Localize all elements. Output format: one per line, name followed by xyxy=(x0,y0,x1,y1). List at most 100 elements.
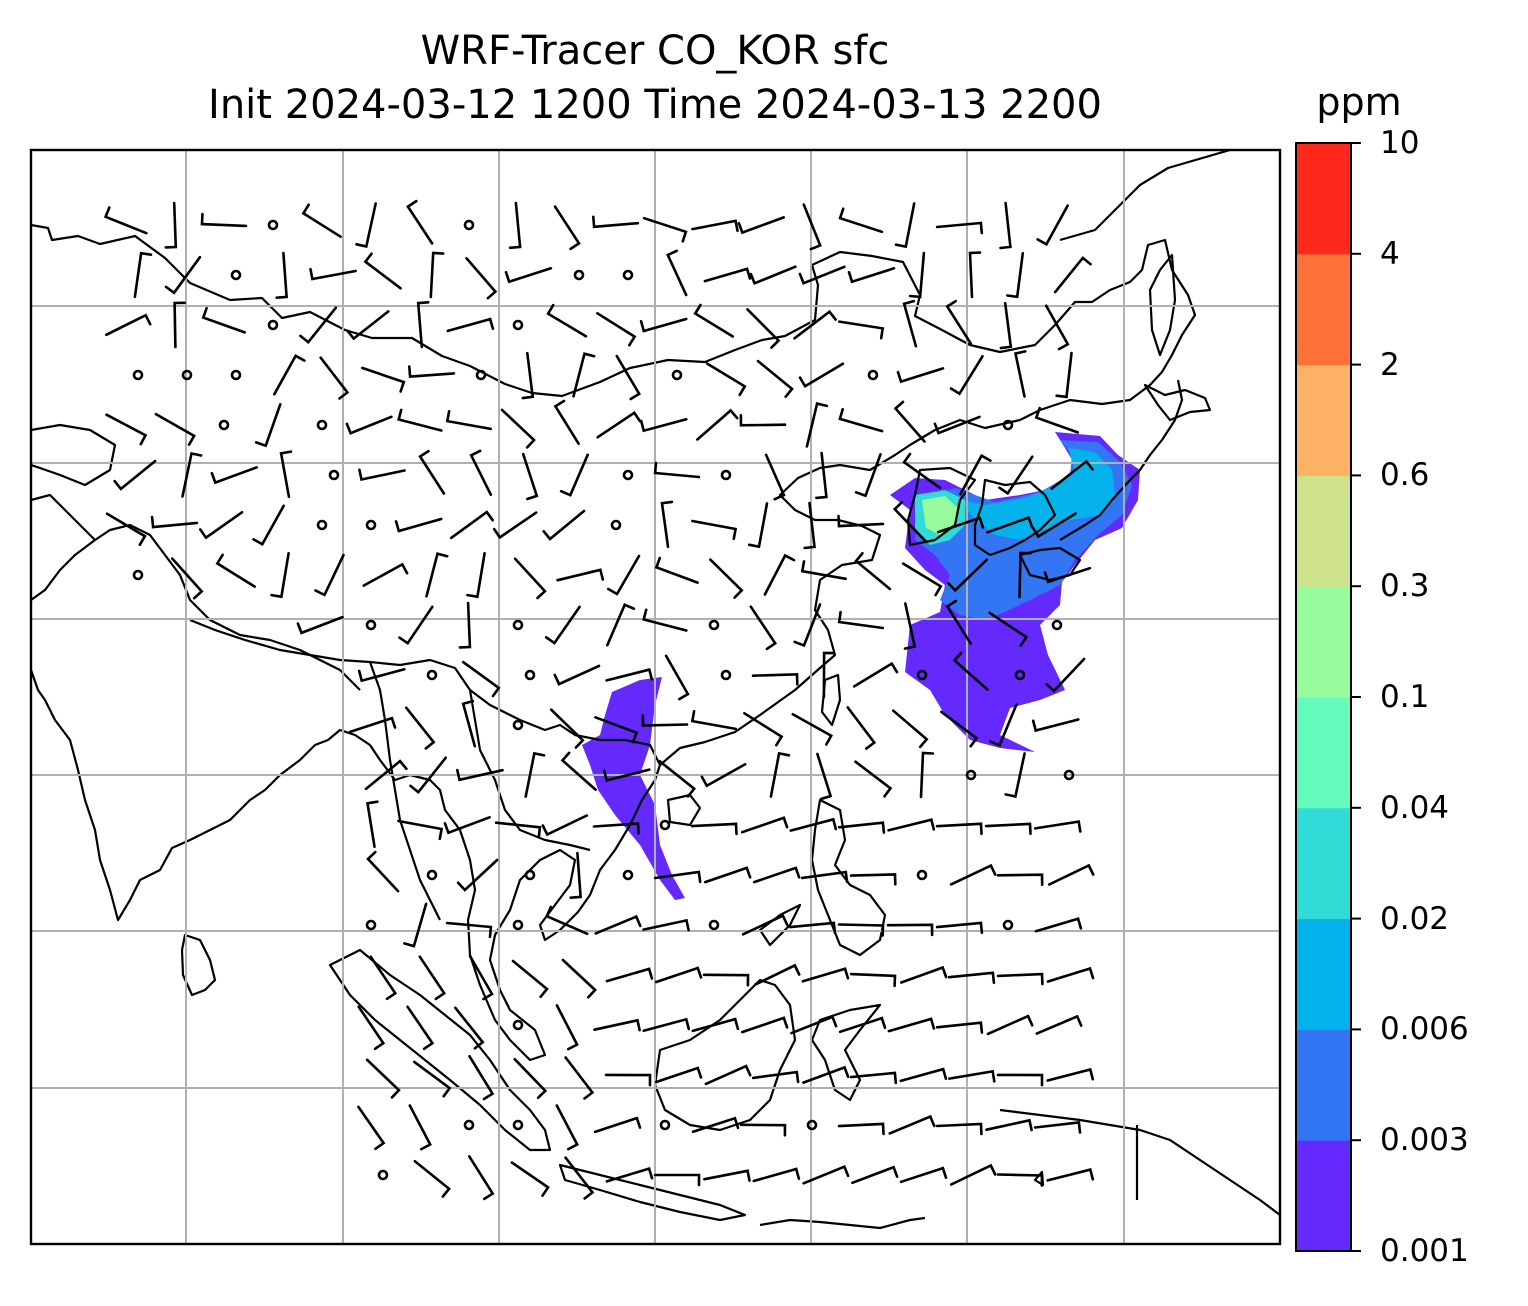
wind-calm-marker xyxy=(867,369,879,381)
coastline-new-guinea xyxy=(999,1108,1280,1216)
border-inner-asia xyxy=(31,423,117,487)
wind-barb xyxy=(945,299,973,345)
wind-barb xyxy=(999,301,1013,350)
wind-calm-marker xyxy=(708,619,720,631)
wind-calm-marker xyxy=(267,319,279,331)
wind-barb xyxy=(360,366,406,393)
wind-barb xyxy=(763,553,796,596)
wind-barb xyxy=(113,459,157,491)
wind-calm-marker xyxy=(463,219,475,231)
wind-barb xyxy=(592,215,640,229)
wind-barb xyxy=(1006,251,1025,299)
wind-barb xyxy=(542,509,586,541)
wind-calm-marker xyxy=(1002,419,1014,431)
wind-barb xyxy=(572,352,596,398)
wind-barb xyxy=(846,706,877,750)
wind-barb xyxy=(403,902,428,948)
wind-barb xyxy=(988,611,1029,647)
wind-barb xyxy=(594,914,642,935)
wind-barb xyxy=(752,866,801,884)
wind-calm-marker xyxy=(426,669,438,681)
wind-barb xyxy=(999,201,1012,250)
wind-barb xyxy=(252,504,285,546)
wind-barb xyxy=(893,400,926,443)
wind-barb xyxy=(838,1016,887,1034)
wind-barb xyxy=(564,1156,595,1200)
colorbar-tick-label: 0.04 xyxy=(1380,789,1450,826)
wind-barb xyxy=(446,317,495,333)
wind-barb xyxy=(1053,256,1092,294)
wind-barb xyxy=(933,415,981,435)
wind-calm-marker xyxy=(512,1119,524,1131)
border-laos xyxy=(468,689,591,852)
wind-barb xyxy=(802,203,822,251)
coastline-lesser-sunda xyxy=(759,1216,926,1230)
wind-barb xyxy=(357,1005,386,1051)
wind-barb xyxy=(639,418,688,433)
wind-barb xyxy=(273,354,306,396)
wind-calm-marker xyxy=(267,219,279,231)
wind-barb xyxy=(553,664,601,686)
wind-barb xyxy=(639,317,688,333)
colorbar-tick-label: 0.1 xyxy=(1380,679,1430,715)
wind-calm-marker xyxy=(512,619,524,631)
wind-barb xyxy=(164,201,178,249)
wind-barb xyxy=(363,252,402,290)
wind-barb xyxy=(996,873,1044,886)
wind-barb xyxy=(510,1161,550,1197)
wind-barb xyxy=(854,453,882,498)
wind-calm-marker xyxy=(475,369,487,381)
wind-barb xyxy=(394,517,443,533)
wind-barb xyxy=(1034,917,1083,933)
coastline-taiwan xyxy=(820,673,842,727)
wind-barb xyxy=(854,760,893,798)
coastline-korea xyxy=(973,478,1057,557)
wind-barb xyxy=(919,751,935,799)
wind-barb xyxy=(408,365,456,378)
wind-calm-marker xyxy=(230,269,242,281)
wind-barb xyxy=(357,1105,386,1151)
wind-barb xyxy=(513,1057,548,1100)
wind-calm-marker xyxy=(720,469,732,481)
wind-barb xyxy=(935,921,984,935)
wind-barb xyxy=(854,552,892,591)
wind-barb xyxy=(1046,1168,1095,1182)
wind-barb xyxy=(559,453,589,497)
wind-barb xyxy=(751,672,799,686)
wind-barb xyxy=(358,468,406,482)
wind-barb xyxy=(364,759,408,791)
wind-barb xyxy=(429,251,445,299)
wind-barb xyxy=(788,921,837,935)
wind-barb xyxy=(105,413,148,446)
wind-barb xyxy=(696,408,739,441)
wind-barb xyxy=(1035,1014,1083,1035)
wind-barb xyxy=(201,306,246,334)
wind-barb xyxy=(940,710,979,748)
wind-barb xyxy=(751,1070,800,1084)
wind-barb xyxy=(691,219,739,232)
wind-barb xyxy=(560,751,597,791)
wind-barb xyxy=(849,1071,898,1085)
wind-calm-marker xyxy=(328,469,340,481)
wind-barb xyxy=(418,449,446,495)
wind-barb xyxy=(986,516,1034,534)
wind-barb xyxy=(739,1123,787,1137)
wind-barb xyxy=(593,1116,642,1134)
coastline-sakhalin xyxy=(1148,253,1177,357)
wind-barb xyxy=(908,251,926,299)
wind-barb xyxy=(397,408,443,432)
wind-calm-marker xyxy=(1051,619,1063,631)
wind-barb xyxy=(1044,304,1070,351)
border-himalaya xyxy=(189,618,661,766)
wind-calm-marker xyxy=(720,669,732,681)
wind-barb xyxy=(215,553,256,588)
wind-barb xyxy=(802,1065,850,1084)
colorbar-frame xyxy=(1295,142,1352,1252)
wind-barb xyxy=(903,602,917,650)
wind-barb xyxy=(1050,459,1094,490)
coastline-bohai xyxy=(906,466,977,547)
wind-calm-marker xyxy=(916,869,928,881)
wind-barb xyxy=(1036,204,1069,247)
wind-barb xyxy=(737,216,785,235)
